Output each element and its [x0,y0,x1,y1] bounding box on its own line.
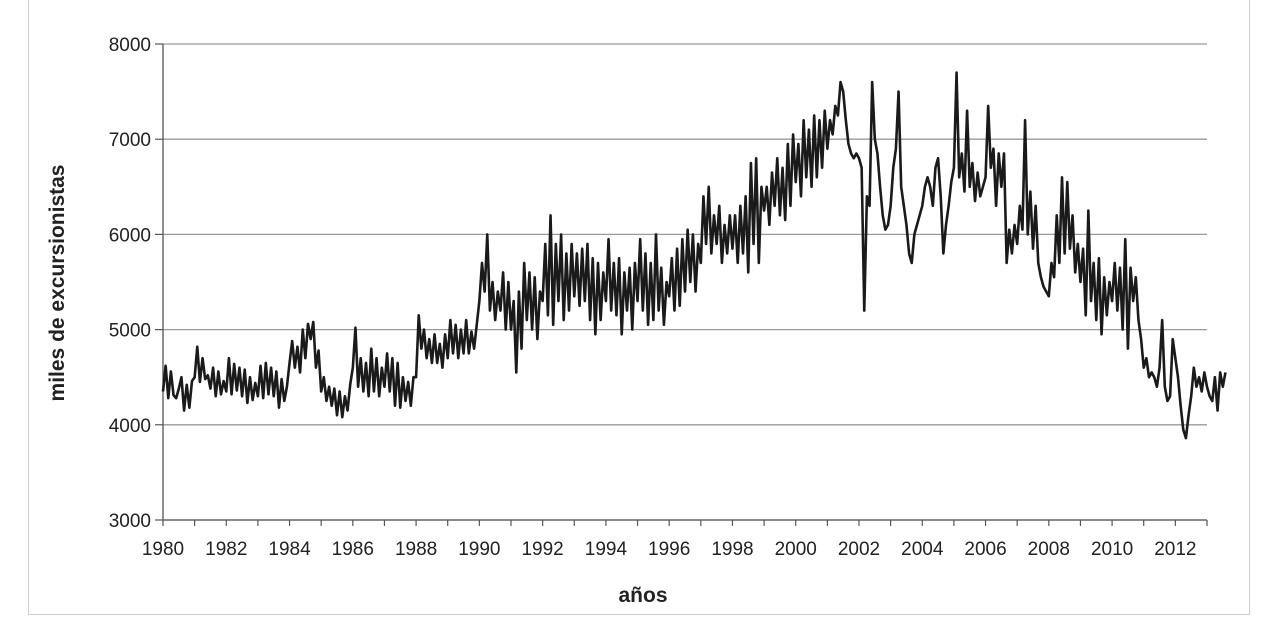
x-tick-label: 1990 [458,539,500,560]
x-tick-label: 1994 [585,539,628,560]
x-tick-label: 1984 [268,539,311,560]
x-tick-label: 1988 [395,539,437,560]
x-tick-label: 1982 [205,539,247,560]
y-axis: 3000 4000 5000 6000 7000 8000 [109,35,164,532]
x-tick-label: 1986 [332,539,374,560]
x-tick-label: 1980 [142,539,184,560]
y-tick-label: 7000 [109,130,151,151]
x-tick-label: 2000 [775,539,817,560]
y-axis-title: miles de excursionistas [46,165,69,402]
x-tick-label: 2006 [964,539,1006,560]
x-tick-label: 1996 [648,539,690,560]
y-tick-label: 4000 [109,416,151,437]
x-tick-label: 1992 [521,539,563,560]
y-tick-label: 3000 [109,511,151,532]
x-tick-label: 2012 [1154,539,1196,560]
x-tick-label: 2010 [1091,539,1133,560]
y-tick-label: 8000 [109,35,151,56]
x-axis-title: años [618,584,667,607]
x-tick-label: 2002 [838,539,880,560]
y-tick-label: 5000 [109,321,151,342]
x-tick-label: 2008 [1028,539,1070,560]
x-tick-label: 2004 [901,539,944,560]
x-axis: 1980 1982 1984 1986 1988 1990 1992 1994 1996 1998… [142,519,1208,560]
x-tick-label: 1998 [711,539,753,560]
chart-frame [28,0,1250,615]
series-line [161,71,1227,440]
series-layer [161,71,1227,440]
y-tick-label: 6000 [109,225,151,246]
